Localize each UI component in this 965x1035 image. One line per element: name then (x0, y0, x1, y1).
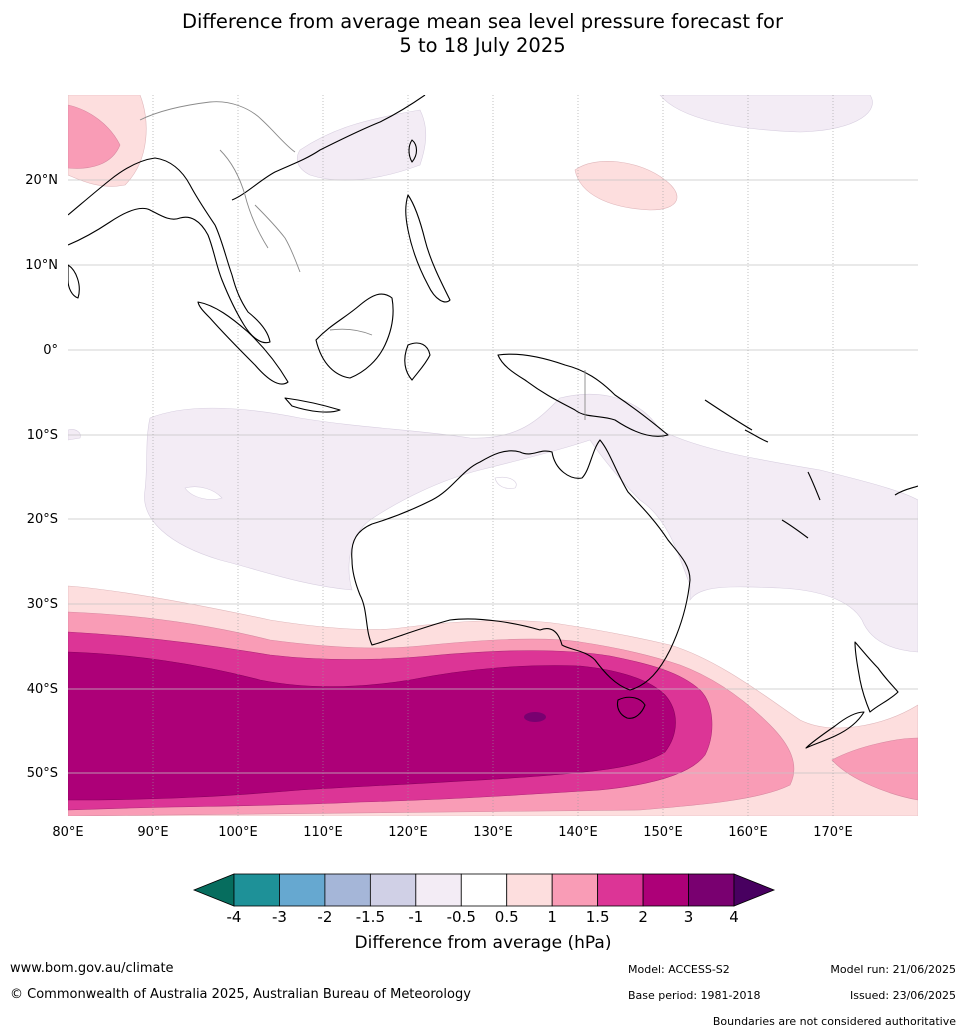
latitude-labels: 20°N 10°N 0° 10°S 20°S 30°S 40°S 50°S (25, 173, 58, 781)
colorbar-swatch (597, 873, 644, 907)
lon-label-80e: 80°E (52, 825, 83, 840)
colorbar-swatch (324, 873, 371, 907)
anomaly-positive-3-4 (524, 712, 546, 722)
lon-label-90e: 90°E (137, 825, 168, 840)
lon-label-100e: 100°E (218, 825, 258, 840)
new-zealand-north-outline (854, 641, 899, 713)
colorbar-tick-label: 3 (684, 908, 694, 926)
lon-label-120e: 120°E (388, 825, 428, 840)
lon-label-140e: 140°E (558, 825, 598, 840)
lon-label-170e: 170°E (813, 825, 853, 840)
new-zealand-south-outline (805, 711, 865, 749)
colorbar-tick-label: -0.5 (447, 908, 476, 926)
philippines-outline (405, 194, 451, 303)
issued-date: Issued: 23/06/2025 (849, 989, 956, 1002)
website-link[interactable]: www.bom.gov.au/climate (10, 961, 174, 976)
taiwan-outline (408, 139, 418, 163)
colorbar-extend-high (733, 873, 776, 907)
colorbar-swatch (460, 873, 508, 907)
boundaries-disclaimer: Boundaries are not considered authoritat… (712, 1015, 956, 1028)
country-borders (139, 101, 586, 420)
colorbar-tick-label: -1.5 (356, 908, 385, 926)
lon-label-150e: 150°E (643, 825, 683, 840)
longitude-labels: 80°E 90°E 100°E 110°E 120°E 130°E 140°E … (52, 825, 852, 840)
base-period: Base period: 1981-2018 (628, 989, 761, 1002)
map-frame (68, 95, 918, 816)
copyright-text: © Commonwealth of Australia 2025, Austra… (10, 987, 471, 1002)
colorbar: -4 -3 -2 -1.5 -1 -0.5 0.5 1 1.5 2 3 4 Difference fr… (192, 873, 776, 953)
lat-label-20n: 20°N (25, 173, 58, 188)
colorbar-tick-label: -2 (317, 908, 332, 926)
sumatra-outline (197, 301, 289, 385)
colorbar-tick-label: 0.5 (495, 908, 519, 926)
colorbar-swatch (506, 873, 553, 907)
vanuatu-outline (807, 471, 821, 501)
tasmania-outline (616, 696, 646, 719)
lat-label-10s: 10°S (27, 428, 58, 443)
title-line-1: Difference from average mean sea level p… (182, 10, 783, 33)
colorbar-extend-low (192, 873, 235, 907)
fiji-outline (894, 485, 918, 496)
lat-label-20s: 20°S (27, 512, 58, 527)
colorbar-tick-label: 2 (638, 908, 648, 926)
map-title: Difference from average mean sea level p… (0, 10, 965, 58)
coastlines (68, 95, 918, 749)
colorbar-tick-label: -1 (408, 908, 423, 926)
lon-label-160e: 160°E (728, 825, 768, 840)
colorbar-tick-labels: -4 -3 -2 -1.5 -1 -0.5 0.5 1 1.5 2 3 4 (227, 908, 739, 926)
lat-label-50s: 50°S (27, 766, 58, 781)
colorbar-tick-label: -3 (272, 908, 287, 926)
colorbar-swatch (415, 873, 462, 907)
colorbar-tick-label: 1 (547, 908, 557, 926)
colorbar-swatches (233, 873, 735, 907)
lat-label-30s: 30°S (27, 597, 58, 612)
new-caledonia-outline (781, 519, 809, 539)
colorbar-swatch (369, 873, 417, 907)
new-guinea-outline (497, 353, 669, 437)
colorbar-tick-label: 4 (729, 908, 739, 926)
java-outline (284, 397, 341, 413)
colorbar-swatch (233, 873, 280, 907)
model-name: Model: ACCESS-S2 (628, 963, 730, 976)
anomaly-neutral-patches (184, 477, 517, 500)
meridians (152, 95, 834, 816)
anomaly-negative-slight (68, 95, 918, 653)
borneo-outline (315, 293, 394, 379)
colorbar-tick-label: 1.5 (586, 908, 610, 926)
australia-outline (351, 439, 691, 691)
lat-label-10n: 10°N (25, 258, 58, 273)
sulawesi-outline (404, 342, 431, 381)
colorbar-swatch (551, 873, 599, 907)
colorbar-swatch (688, 873, 735, 907)
sri-lanka-outline (68, 264, 80, 299)
title-line-2: 5 to 18 July 2025 (399, 34, 566, 57)
lat-label-0: 0° (43, 343, 58, 358)
asia-mainland-outline (68, 95, 426, 344)
model-run-date: Model run: 21/06/2025 (830, 963, 956, 976)
colorbar-swatch (642, 873, 689, 907)
colorbar-tick-label: -4 (227, 908, 242, 926)
colorbar-title: Difference from average (hPa) (355, 933, 612, 953)
colorbar-swatch (279, 873, 326, 907)
lon-label-110e: 110°E (303, 825, 343, 840)
solomon-islands-outline (704, 399, 769, 443)
lat-label-40s: 40°S (27, 682, 58, 697)
lon-label-130e: 130°E (473, 825, 513, 840)
